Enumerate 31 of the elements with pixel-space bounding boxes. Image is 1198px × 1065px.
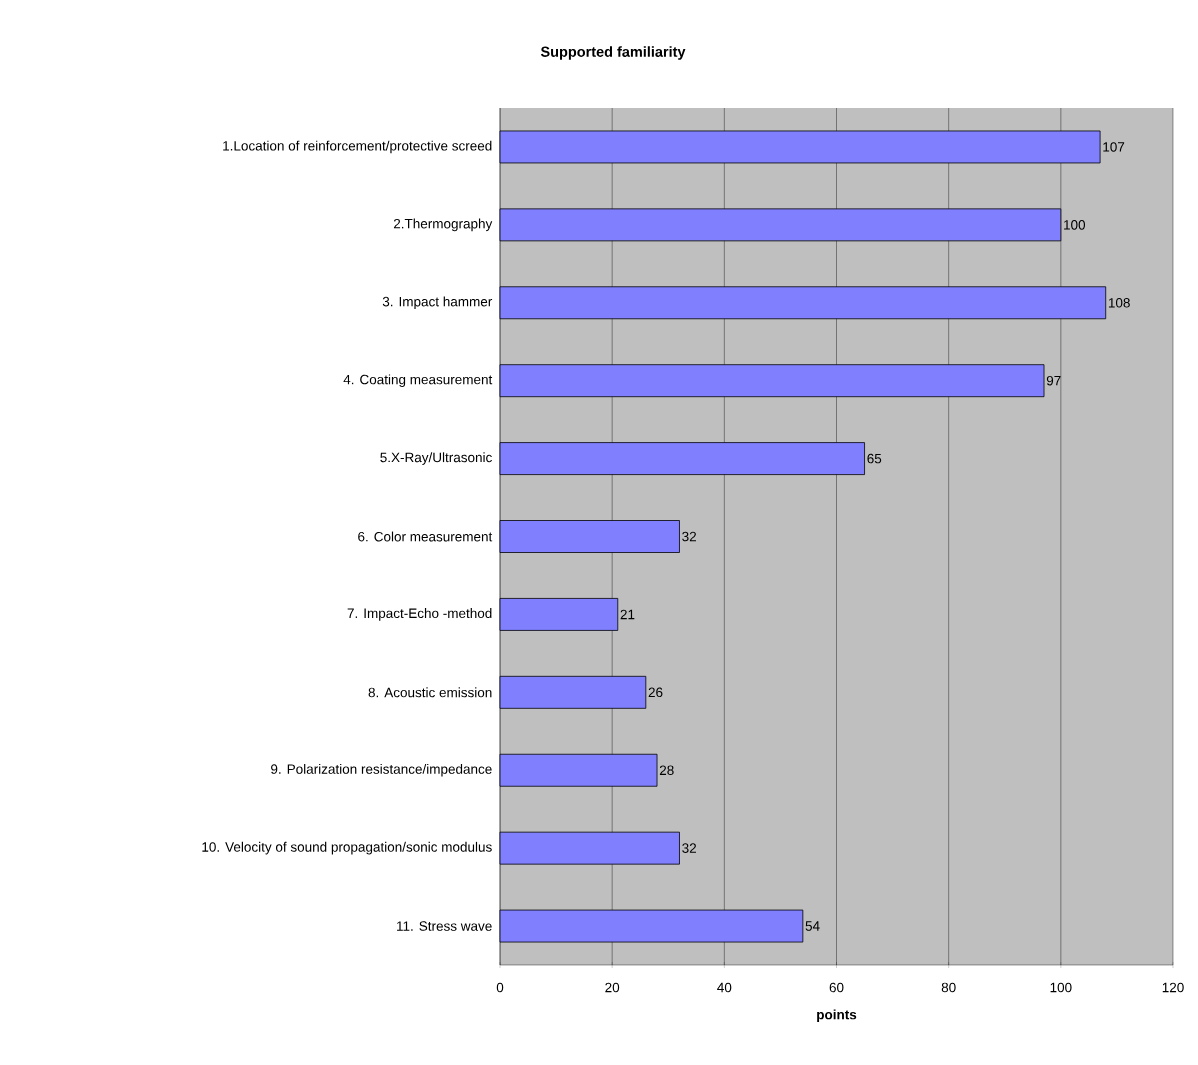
y-tick-label: 1.Location of reinforcement/protective screed xyxy=(223,140,492,154)
y-tick-label: 2.Thermography xyxy=(393,218,493,232)
x-tick-label: 20 xyxy=(605,982,620,993)
y-tick-label: 7. Impact-Echo -method xyxy=(347,608,492,621)
y-tick-label: 8. Acoustic emission xyxy=(368,687,492,698)
chart-title: Supported familiarity xyxy=(540,46,686,60)
x-tick-label: 60 xyxy=(829,982,844,993)
data-label: 54 xyxy=(805,921,820,931)
data-label: 21 xyxy=(620,609,635,620)
y-tick-label: 9. Polarization resistance/impedance xyxy=(271,763,492,777)
data-label: 108 xyxy=(1108,298,1130,308)
y-tick-label: 3. Impact hammer xyxy=(382,296,493,310)
data-label: 32 xyxy=(682,531,697,542)
data-label: 26 xyxy=(648,687,663,698)
data-label: 65 xyxy=(867,453,882,464)
x-tick-label: 120 xyxy=(1162,982,1184,993)
x-axis-title: points xyxy=(817,1009,857,1023)
x-tick-label: 80 xyxy=(941,982,956,993)
y-tick-label: 10. Velocity of sound propagation/sonic modulus xyxy=(202,841,492,855)
data-label: 28 xyxy=(659,765,674,776)
y-tick-label: 5.X-Ray/Ultrasonic xyxy=(380,452,492,465)
data-label: 100 xyxy=(1064,220,1086,230)
x-tick-label: 0 xyxy=(496,982,504,993)
y-tick-label: 11. Stress wave xyxy=(397,921,492,931)
data-label: 97 xyxy=(1046,375,1061,386)
y-tick-label: 4. Coating measurement xyxy=(343,374,493,387)
x-tick-label: 100 xyxy=(1050,982,1072,993)
data-label: 32 xyxy=(682,843,697,853)
x-tick-label: 40 xyxy=(717,982,732,993)
data-label: 107 xyxy=(1103,142,1125,152)
y-tick-label: 6. Color measurement xyxy=(358,531,493,542)
